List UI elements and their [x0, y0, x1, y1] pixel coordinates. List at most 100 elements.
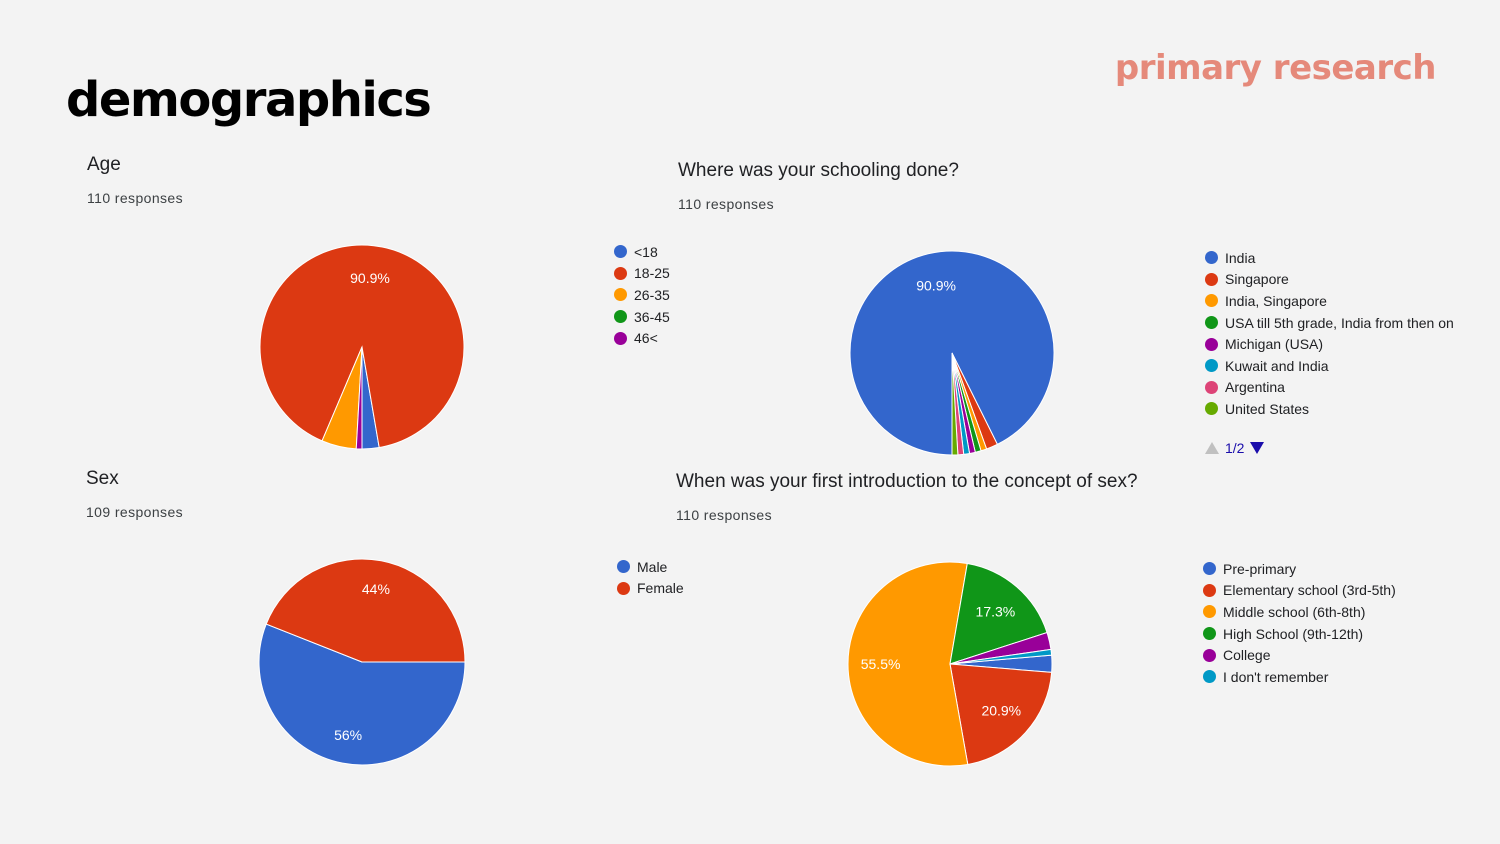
legend-swatch — [1205, 359, 1218, 373]
legend-label: Male — [637, 558, 668, 575]
slice-label: 90.9% — [916, 278, 956, 294]
legend-item-india[interactable]: India — [1205, 247, 1454, 269]
legend-label: 46< — [634, 330, 658, 347]
response-count: 110 responses — [676, 507, 773, 523]
legend-swatch — [1203, 648, 1216, 662]
response-count: 110 responses — [87, 190, 184, 206]
legend-label: Argentina — [1225, 379, 1285, 396]
legend-label: India — [1225, 249, 1256, 266]
legend-swatch — [614, 266, 627, 280]
section-label: primary research — [1114, 48, 1437, 88]
legend-item-female[interactable]: Female — [617, 578, 684, 600]
legend-label: High School (9th-12th) — [1223, 625, 1364, 642]
response-count: 109 responses — [86, 504, 184, 520]
chart-question: Sex — [86, 468, 119, 489]
legend-swatch — [614, 331, 627, 345]
pager-label: 1/2 — [1225, 440, 1245, 456]
legend-label: Female — [637, 580, 684, 597]
legend-swatch — [1205, 316, 1218, 330]
slice-label: 44% — [362, 581, 390, 597]
legend-swatch — [617, 560, 630, 574]
legend-item-pre-primary[interactable]: Pre-primary — [1203, 558, 1396, 580]
pie-slice-46[interactable] — [355, 346, 363, 450]
page-down-icon[interactable] — [1250, 442, 1265, 454]
legend-item-usa-till-5th-grade-india-from-then-on[interactable]: USA till 5th grade, India from then on — [1205, 312, 1454, 334]
pie-slice-male[interactable] — [258, 623, 466, 766]
page-up-icon[interactable] — [1205, 442, 1219, 454]
legend-item-i-don-t-remember[interactable]: I don't remember — [1203, 666, 1396, 688]
chart-question: Where was your schooling done? — [678, 160, 959, 181]
legend-pager: 1/2 — [1205, 440, 1265, 456]
legend-label: 26-35 — [634, 286, 670, 303]
legend-swatch — [1205, 251, 1218, 265]
slice-label: 20.9% — [981, 703, 1021, 719]
slice-label: 17.3% — [976, 604, 1016, 620]
legend-swatch — [1205, 337, 1218, 351]
legend-swatch — [1203, 670, 1216, 684]
legend-item-singapore[interactable]: Singapore — [1205, 269, 1454, 291]
legend-item-kuwait-and-india[interactable]: Kuwait and India — [1205, 355, 1454, 377]
legend-item-michigan-usa[interactable]: Michigan (USA) — [1205, 333, 1454, 355]
legend-item-united-states[interactable]: United States — [1205, 398, 1454, 420]
age-legend: <18 18-25 26-35 36-45 46< — [614, 241, 670, 349]
legend-item-elementary-school-3rd-5th[interactable]: Elementary school (3rd-5th) — [1203, 580, 1396, 602]
page-title: demographics — [66, 72, 432, 128]
legend-item-18-25[interactable]: 18-25 — [614, 263, 670, 285]
legend-swatch — [1203, 627, 1216, 641]
legend-item-high-school-9th-12th[interactable]: High School (9th-12th) — [1203, 623, 1396, 645]
legend-label: Singapore — [1225, 271, 1289, 288]
legend-item-argentina[interactable]: Argentina — [1205, 377, 1454, 399]
legend-label: Kuwait and India — [1225, 357, 1329, 374]
legend-swatch — [1203, 562, 1216, 576]
chart-question: When was your first introduction to the … — [676, 471, 1138, 492]
legend-label: Pre-primary — [1223, 560, 1297, 577]
pie-slice-18-25[interactable] — [259, 244, 465, 449]
legend-swatch — [1203, 605, 1216, 619]
introduction-legend: Pre-primary Elementary school (3rd-5th) Mi… — [1203, 558, 1396, 688]
legend-label: India, Singapore — [1225, 292, 1327, 309]
legend-label: 18-25 — [634, 265, 670, 282]
legend-label: College — [1223, 647, 1271, 664]
legend-label: I don't remember — [1223, 668, 1329, 685]
legend-swatch — [1203, 583, 1216, 597]
legend-swatch — [614, 288, 627, 302]
legend-label: USA till 5th grade, India from then on — [1225, 314, 1454, 331]
legend-label: 36-45 — [634, 308, 670, 325]
sex-legend: Male Female — [617, 556, 684, 599]
pie-slice-female[interactable] — [265, 558, 466, 663]
pie-slice-high-school-9th-12th[interactable] — [949, 562, 1048, 665]
schooling-legend: India Singapore India, Singapore USA till 5… — [1205, 247, 1454, 420]
pie-slice-i-don-t-remember[interactable] — [949, 648, 1053, 665]
pie-slice-elementary-school-3rd-5th[interactable] — [949, 663, 1053, 766]
legend-label: Middle school (6th-8th) — [1223, 603, 1366, 620]
pie-slice-middle-school-6th-8th[interactable] — [847, 561, 969, 767]
legend-item-middle-school-6th-8th[interactable]: Middle school (6th-8th) — [1203, 601, 1396, 623]
legend-item-college[interactable]: College — [1203, 644, 1396, 666]
legend-label: Elementary school (3rd-5th) — [1223, 582, 1396, 599]
legend-swatch — [617, 581, 630, 595]
chart-question: Age — [87, 154, 121, 175]
legend-item-46[interactable]: 46< — [614, 327, 670, 349]
legend-label: <18 — [634, 243, 658, 260]
legend-swatch — [614, 310, 627, 324]
pie-slice-united-states[interactable] — [951, 352, 959, 456]
slice-label: 90.9% — [350, 270, 390, 286]
legend-swatch — [614, 245, 627, 259]
legend-item-india-singapore[interactable]: India, Singapore — [1205, 290, 1454, 312]
legend-label: Michigan (USA) — [1225, 336, 1324, 353]
response-count: 110 responses — [678, 196, 775, 212]
legend-item-18[interactable]: <18 — [614, 241, 670, 263]
legend-label: United States — [1225, 400, 1310, 417]
slice-label: 56% — [334, 727, 362, 743]
legend-swatch — [1205, 294, 1218, 308]
legend-swatch — [1205, 402, 1218, 416]
legend-swatch — [1205, 380, 1218, 394]
legend-item-male[interactable]: Male — [617, 556, 684, 578]
legend-item-26-35[interactable]: 26-35 — [614, 284, 670, 306]
legend-item-36-45[interactable]: 36-45 — [614, 306, 670, 328]
legend-swatch — [1205, 272, 1218, 286]
